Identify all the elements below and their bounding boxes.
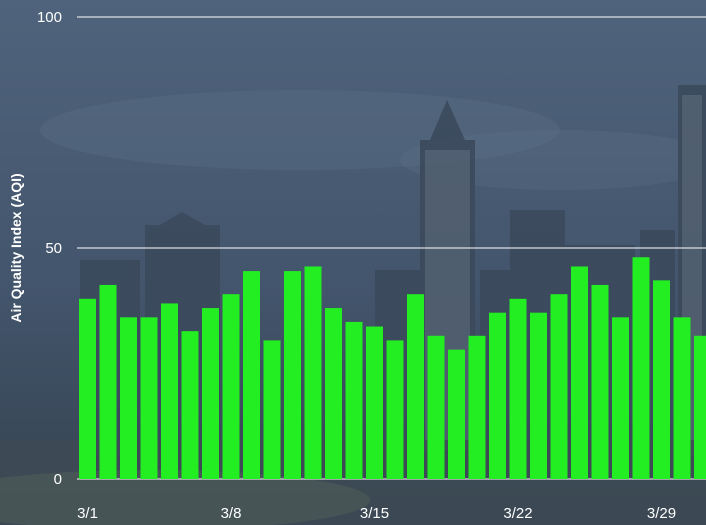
bar-3/3 — [120, 317, 137, 479]
bar-3/12 — [304, 266, 322, 479]
x-tick-label: 3/8 — [221, 505, 242, 522]
x-tick-label: 3/15 — [360, 505, 389, 522]
bar-3/14 — [345, 321, 363, 479]
bar-3/5 — [161, 303, 178, 479]
x-tick-label: 3/1 — [77, 505, 98, 522]
bar-3/7 — [202, 308, 219, 479]
bar-3/25 — [571, 266, 588, 479]
bar-3/28 — [632, 257, 650, 479]
bar-3/26 — [591, 284, 609, 479]
bar-3/20 — [468, 335, 486, 479]
bar-3/23 — [530, 312, 547, 479]
x-tick-label: 3/29 — [647, 505, 676, 522]
y-tick-label: 100 — [37, 9, 62, 26]
bar-3/16 — [386, 340, 404, 479]
y-tick-label: 50 — [45, 240, 62, 257]
y-tick-label: 0 — [54, 471, 62, 488]
bar-3/1 — [79, 298, 96, 479]
bar-3/27 — [612, 317, 629, 479]
bar-3/2 — [99, 284, 117, 479]
axes: 0 50 100 3/1 3/8 3/15 3/22 3/29 Air Quality Inde… — [8, 9, 676, 522]
y-axis-label: Air Quality Index (AQI) — [8, 173, 24, 322]
bar-3/11 — [284, 271, 301, 479]
bar-3/18 — [427, 335, 445, 479]
bar-3/8 — [222, 294, 240, 479]
bar-3/24 — [550, 294, 568, 479]
bar-3/10 — [263, 340, 281, 479]
bar-3/31 — [694, 335, 706, 479]
bar-3/13 — [325, 308, 342, 479]
bar-3/30 — [673, 317, 691, 479]
bar-3/29 — [653, 280, 670, 479]
x-tick-label: 3/22 — [503, 505, 532, 522]
bar-3/19 — [448, 349, 465, 479]
bar-3/6 — [181, 331, 199, 479]
bars — [79, 257, 706, 479]
bar-3/17 — [407, 294, 424, 479]
bar-3/9 — [243, 271, 260, 479]
bar-3/22 — [509, 298, 527, 479]
bar-3/4 — [140, 317, 158, 479]
bar-3/15 — [366, 326, 383, 479]
bar-3/21 — [489, 312, 506, 479]
